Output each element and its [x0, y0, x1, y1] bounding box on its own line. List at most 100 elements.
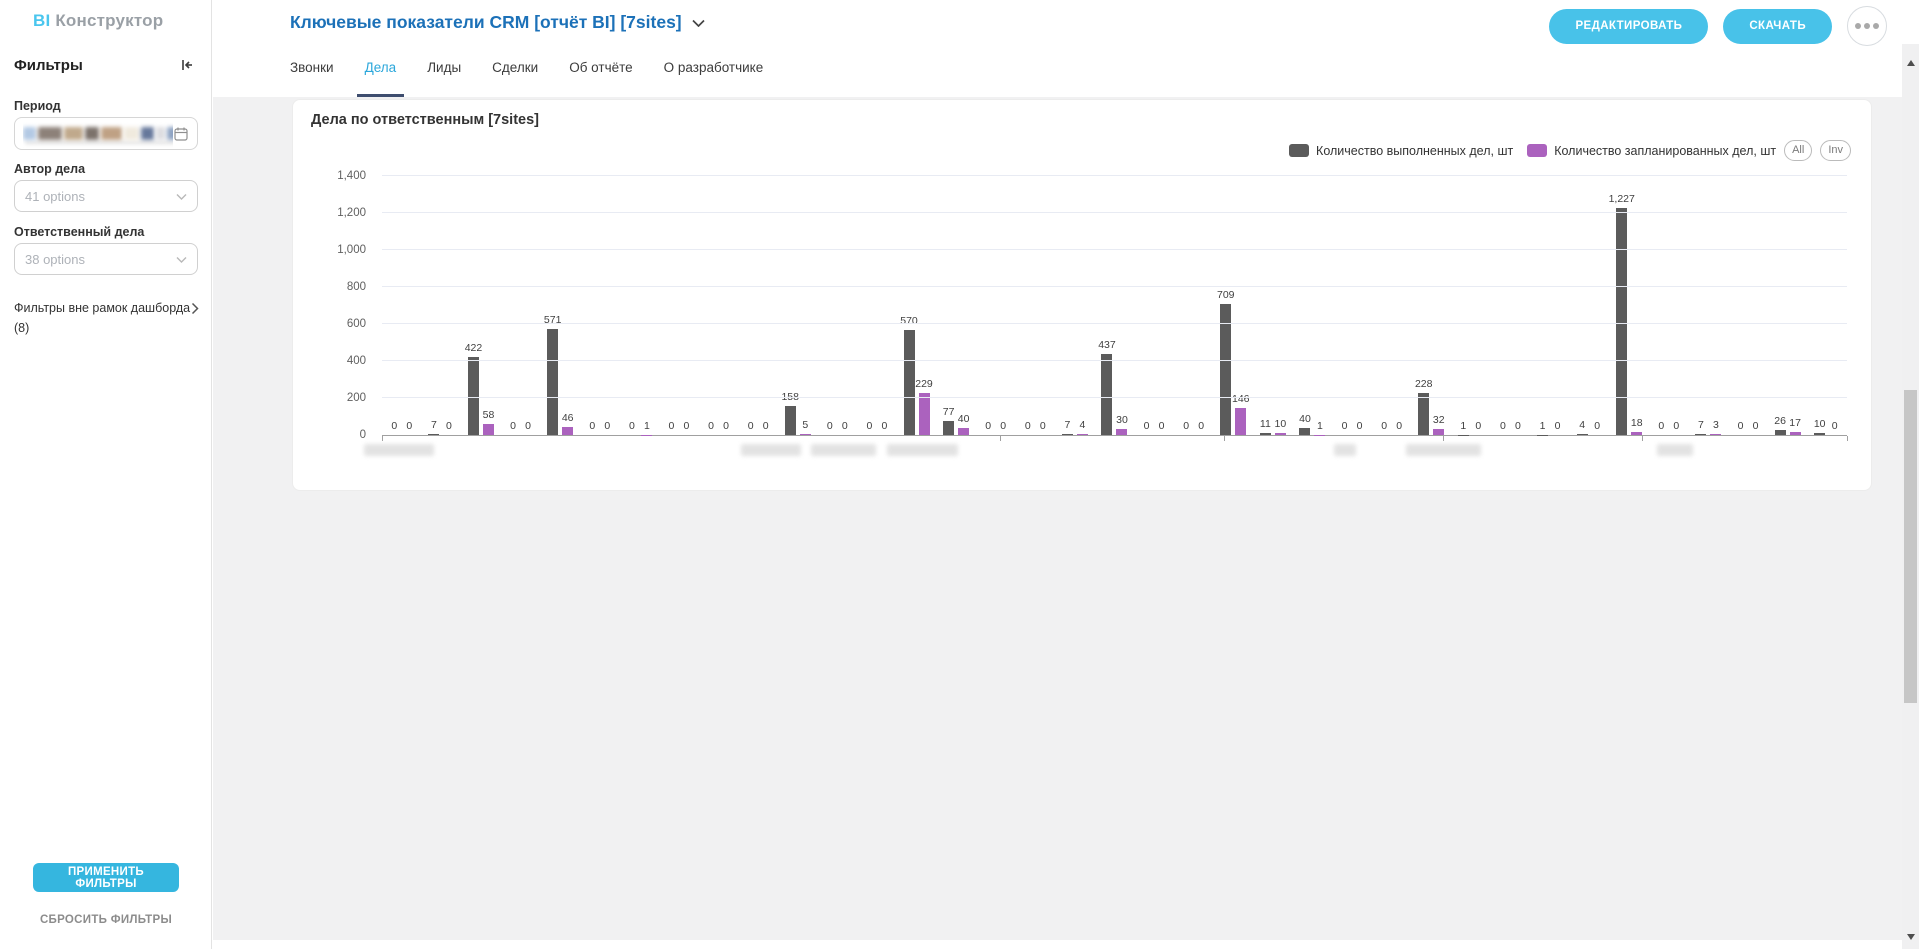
bar[interactable]	[943, 420, 955, 435]
bar-completed[interactable]: 7	[1061, 176, 1073, 435]
bar-planned[interactable]: 0	[879, 176, 890, 435]
bar-completed[interactable]: 0	[1656, 176, 1667, 435]
bar[interactable]	[1274, 433, 1286, 435]
legend-all-button[interactable]: All	[1784, 140, 1813, 161]
bar[interactable]	[1259, 432, 1271, 435]
edit-button[interactable]: РЕДАКТИРОВАТЬ	[1549, 8, 1709, 44]
bar-planned[interactable]: 18	[1631, 176, 1643, 435]
bar-completed[interactable]: 0	[1497, 176, 1508, 435]
bar[interactable]	[1116, 429, 1128, 435]
bar-planned[interactable]: 0	[1750, 176, 1761, 435]
bar[interactable]	[1235, 408, 1247, 435]
bar-completed[interactable]: 40	[1299, 176, 1311, 435]
collapse-sidebar-button[interactable]	[177, 55, 197, 75]
bar-completed[interactable]: 0	[626, 176, 637, 435]
bar-completed[interactable]: 158	[781, 176, 799, 435]
bar[interactable]	[903, 329, 915, 435]
bar-planned[interactable]: 0	[523, 176, 534, 435]
bar-completed[interactable]: 0	[745, 176, 756, 435]
bar[interactable]	[1631, 431, 1643, 435]
bar-planned[interactable]: 0	[681, 176, 692, 435]
bar-completed[interactable]: 7	[1695, 176, 1707, 435]
bar[interactable]	[1695, 433, 1707, 435]
bar-completed[interactable]: 709	[1217, 176, 1235, 435]
bar-planned[interactable]: 17	[1789, 176, 1801, 435]
bar[interactable]	[1076, 434, 1088, 435]
bar-planned[interactable]: 3	[1710, 176, 1722, 435]
legend-item-planned[interactable]: Количество запланированных дел, шт	[1527, 144, 1776, 158]
bar-completed[interactable]: 0	[1181, 176, 1192, 435]
tab-ob-otchete[interactable]: Об отчёте	[569, 60, 633, 75]
bar-completed[interactable]: 0	[1339, 176, 1350, 435]
bar[interactable]	[1774, 430, 1786, 435]
bar-completed[interactable]: 437	[1098, 176, 1116, 435]
report-title-dropdown[interactable]: Ключевые показатели CRM [отчёт BI] [7sit…	[290, 12, 705, 33]
author-select[interactable]: 41 options	[14, 180, 198, 212]
bar-completed[interactable]: 7	[428, 176, 440, 435]
outside-filters-link[interactable]: Фильтры вне рамок дашборда (8)	[14, 301, 199, 335]
bar-planned[interactable]: 0	[721, 176, 732, 435]
bar-completed[interactable]: 0	[666, 176, 677, 435]
bar[interactable]	[562, 426, 574, 435]
bar[interactable]	[1220, 303, 1232, 435]
bar-planned[interactable]: 0	[404, 176, 415, 435]
bar-planned[interactable]: 0	[1156, 176, 1167, 435]
bar-planned[interactable]: 10	[1275, 176, 1286, 435]
bar[interactable]	[1061, 433, 1073, 435]
bar-planned[interactable]: 0	[1196, 176, 1207, 435]
responsible-select[interactable]: 38 options	[14, 243, 198, 275]
more-menu-button[interactable]	[1847, 6, 1887, 46]
bar[interactable]	[482, 424, 494, 435]
bar-planned[interactable]: 0	[839, 176, 850, 435]
bar-completed[interactable]: 0	[1022, 176, 1033, 435]
bar-completed[interactable]: 1	[1457, 176, 1469, 435]
reset-filters-button[interactable]: СБРОСИТЬ ФИЛЬТРЫ	[0, 913, 212, 927]
bar[interactable]	[799, 434, 811, 435]
bar-planned[interactable]: 0	[1473, 176, 1484, 435]
bar-completed[interactable]: 0	[983, 176, 994, 435]
download-button[interactable]: СКАЧАТЬ	[1723, 8, 1832, 44]
bar-planned[interactable]: 0	[1037, 176, 1048, 435]
bar-completed[interactable]: 0	[706, 176, 717, 435]
bar-planned[interactable]: 0	[1394, 176, 1405, 435]
bar[interactable]	[1576, 434, 1588, 435]
bar-planned[interactable]: 229	[915, 176, 933, 435]
bar[interactable]	[428, 433, 440, 435]
bar-planned[interactable]: 0	[1354, 176, 1365, 435]
bar[interactable]	[1789, 431, 1801, 435]
scroll-down-button[interactable]	[1902, 928, 1919, 945]
tab-o-razrabotchike[interactable]: О разработчике	[663, 60, 764, 75]
bar-planned[interactable]: 46	[562, 176, 574, 435]
bar-completed[interactable]: 228	[1415, 176, 1433, 435]
bar-completed[interactable]: 0	[389, 176, 400, 435]
bar-planned[interactable]: 1	[641, 176, 653, 435]
bar-completed[interactable]: 4	[1576, 176, 1588, 435]
bar[interactable]	[1101, 354, 1113, 435]
bar[interactable]	[467, 356, 479, 435]
scroll-up-button[interactable]	[1902, 54, 1919, 71]
bar-planned[interactable]: 0	[1829, 176, 1840, 435]
tab-zvonki[interactable]: Звонки	[290, 60, 334, 75]
tab-sdelki[interactable]: Сделки	[492, 60, 539, 75]
bar[interactable]	[958, 427, 970, 435]
bar-planned[interactable]: 4	[1076, 176, 1088, 435]
bar-planned[interactable]: 0	[998, 176, 1009, 435]
bar-planned[interactable]: 0	[602, 176, 613, 435]
bar-planned[interactable]: 40	[958, 176, 969, 435]
bar-completed[interactable]: 0	[587, 176, 598, 435]
bar-completed[interactable]: 422	[465, 176, 482, 435]
period-input[interactable]	[14, 117, 198, 150]
bar[interactable]	[1299, 427, 1311, 435]
bar[interactable]	[547, 329, 559, 435]
tab-dela[interactable]: Дела	[356, 54, 404, 97]
bar-completed[interactable]: 0	[508, 176, 519, 435]
calendar-icon[interactable]	[173, 126, 189, 142]
bar-completed[interactable]: 1,227	[1609, 176, 1635, 435]
bar[interactable]	[1616, 208, 1628, 435]
bar-planned[interactable]: 5	[799, 176, 811, 435]
bar[interactable]	[1418, 392, 1430, 435]
bar-planned[interactable]: 0	[1592, 176, 1603, 435]
bar-completed[interactable]: 0	[864, 176, 875, 435]
bar-completed[interactable]: 0	[824, 176, 835, 435]
legend-inv-button[interactable]: Inv	[1820, 140, 1851, 161]
